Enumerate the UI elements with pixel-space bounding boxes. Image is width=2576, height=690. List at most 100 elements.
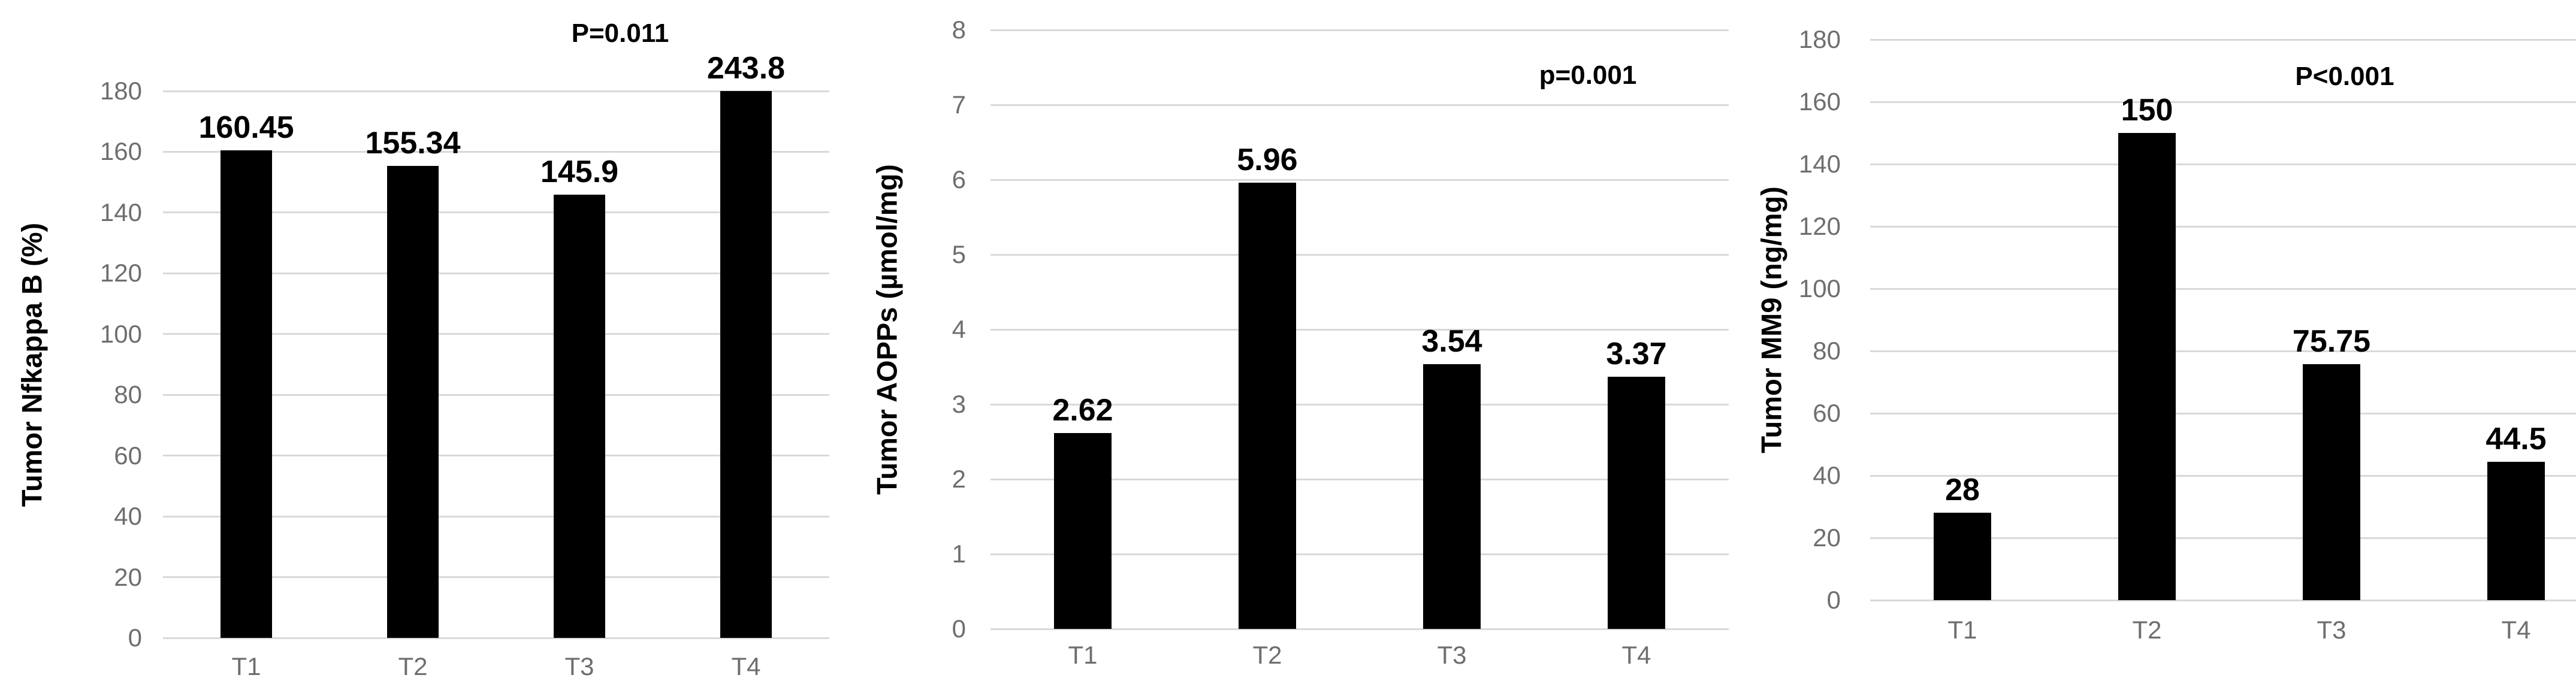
bar-T2 [2118, 133, 2176, 600]
y-tick-label: 5 [952, 240, 966, 268]
gridline [1870, 537, 2576, 539]
y-tick-label: 8 [952, 16, 966, 44]
bar-T3 [1423, 364, 1481, 629]
y-tick-label: 140 [99, 198, 142, 226]
chart-tumor-nfkappab: Tumor Nfkappa B (%) P=0.011 0 20 40 60 80 100… [0, 0, 859, 690]
gridline [990, 328, 1729, 331]
gridline [163, 576, 829, 579]
category-label-T2: T2 [398, 652, 428, 680]
y-tick-label: 3 [952, 390, 966, 418]
value-label-T1: 160.45 [198, 110, 294, 146]
p-value-annotation: P=0.011 [571, 19, 669, 48]
bar-T2 [1239, 183, 1296, 629]
y-tick-label: 180 [99, 77, 142, 105]
y-tick-label: 0 [952, 615, 966, 643]
y-tick-label: 0 [1826, 586, 1841, 614]
gridline [990, 253, 1729, 256]
y-tick-label: 140 [1798, 150, 1841, 178]
y-tick-label: 80 [1813, 337, 1841, 365]
gridline [1870, 38, 2576, 41]
y-tick-label: 20 [114, 562, 142, 591]
y-tick-label: 160 [1798, 87, 1841, 116]
p-value-annotation: p=0.001 [1539, 60, 1637, 90]
category-label-T1: T1 [231, 652, 261, 680]
gridline [1870, 474, 2576, 477]
value-label-T3: 145.9 [540, 154, 619, 189]
gridline [1870, 163, 2576, 165]
gridline [163, 150, 829, 153]
bar-T4 [1608, 376, 1665, 629]
category-label-T1: T1 [1947, 616, 1977, 644]
y-tick-label: 160 [99, 137, 142, 166]
category-label-T3: T3 [564, 652, 594, 680]
gridline [990, 478, 1729, 480]
gridline [163, 211, 829, 214]
gridline [1870, 225, 2576, 228]
category-label-T3: T3 [1437, 641, 1467, 669]
category-label-T1: T1 [1068, 641, 1098, 669]
y-tick-label: 2 [952, 465, 966, 493]
gridline [1870, 599, 2576, 601]
value-label-T4: 243.8 [706, 51, 786, 86]
category-label-T2: T2 [1252, 641, 1282, 669]
category-label-T3: T3 [2317, 616, 2347, 644]
y-tick-label: 120 [99, 259, 142, 288]
y-tick-label: 120 [1798, 212, 1841, 240]
category-label-T2: T2 [2132, 616, 2162, 644]
y-tick-label: 40 [1813, 461, 1841, 489]
gridline [163, 272, 829, 274]
y-tick-label: 20 [1813, 523, 1841, 552]
bar-T2 [386, 166, 439, 638]
y-tick-label: 7 [952, 90, 966, 119]
bar-T1 [1054, 432, 1112, 629]
gridline [990, 104, 1729, 106]
gridline [990, 403, 1729, 405]
y-tick-label: 80 [114, 380, 142, 409]
gridline [1870, 350, 2576, 352]
value-label-T2: 5.96 [1237, 143, 1298, 177]
bar-T1 [1934, 513, 1991, 600]
gridline [163, 394, 829, 396]
chart-tumor-mm9: Tumor MM9 (ng/mg) P<0.001 0 20 40 60 80 100 12… [1717, 0, 2576, 690]
y-tick-label: 0 [128, 624, 142, 652]
value-label-T4: 3.37 [1606, 336, 1667, 371]
gridline [163, 90, 829, 92]
y-tick-label: 4 [952, 315, 966, 343]
bar-T4 [720, 91, 772, 638]
gridline [990, 178, 1729, 181]
value-label-T3: 75.75 [2292, 324, 2371, 359]
gridline [1870, 101, 2576, 103]
value-label-T3: 3.54 [1421, 323, 1482, 359]
value-label-T4: 44.5 [2486, 421, 2547, 456]
gridline [1870, 288, 2576, 290]
gridline [990, 628, 1729, 630]
y-tick-label: 100 [1798, 274, 1841, 302]
gridline [990, 29, 1729, 31]
category-label-T4: T4 [2501, 616, 2531, 644]
gridline [163, 637, 829, 639]
y-tick-label: 40 [114, 502, 142, 531]
bar-T3 [553, 194, 606, 638]
gridline [990, 553, 1729, 555]
category-label-T4: T4 [731, 652, 761, 680]
y-tick-label: 100 [99, 319, 142, 348]
value-label-T1: 2.62 [1052, 392, 1113, 428]
value-label-T2: 150 [2121, 93, 2173, 128]
y-tick-label: 60 [114, 441, 142, 470]
p-value-annotation: P<0.001 [2295, 62, 2394, 91]
y-tick-label: 60 [1813, 399, 1841, 427]
y-tick-label: 1 [952, 540, 966, 568]
bar-T1 [220, 150, 273, 638]
bar-T4 [2487, 461, 2545, 600]
y-tick-label: 180 [1798, 25, 1841, 53]
gridline [1870, 412, 2576, 414]
gridline [163, 455, 829, 457]
value-label-T1: 28 [1945, 473, 1980, 508]
gridline [163, 515, 829, 518]
y-tick-label: 6 [952, 165, 966, 193]
category-label-T4: T4 [1621, 641, 1651, 669]
bar-T3 [2303, 364, 2360, 600]
value-label-T2: 155.34 [365, 126, 461, 161]
